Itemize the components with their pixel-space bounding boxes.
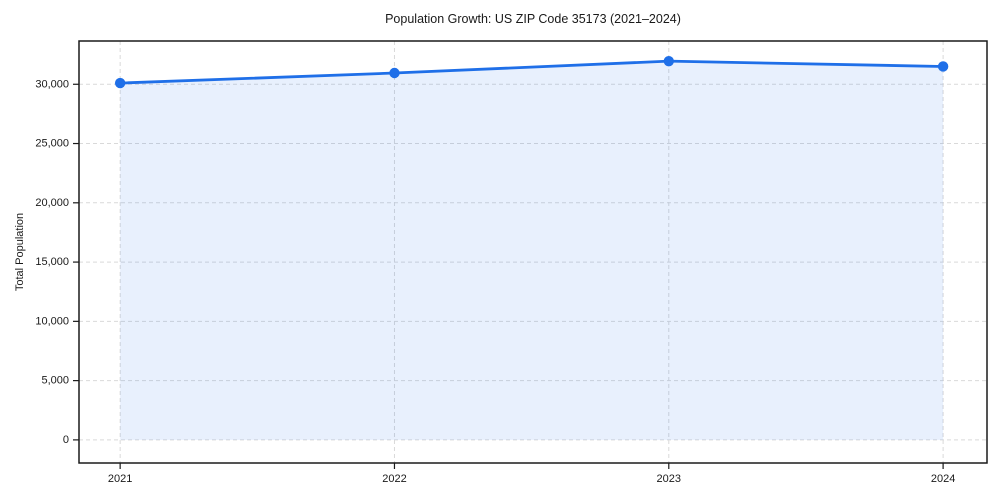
plot-border — [78, 40, 988, 464]
x-tick-label: 2023 — [657, 473, 681, 485]
x-tick-label: 2024 — [931, 473, 955, 485]
y-axis-label: Total Population — [14, 212, 26, 292]
data-point-2023 — [663, 55, 674, 67]
data-point-2021 — [114, 77, 126, 89]
y-tick-label: 15,000 — [35, 256, 69, 268]
y-tick-label: 10,000 — [35, 315, 69, 327]
y-tick-label: 5,000 — [41, 375, 69, 387]
y-tick-label: 0 — [63, 434, 69, 446]
area-fill — [120, 61, 944, 440]
chart-title: Population Growth: US ZIP Code 35173 (20… — [385, 12, 681, 26]
y-tick-label: 30,000 — [35, 78, 69, 90]
y-tick-label: 25,000 — [35, 138, 69, 150]
y-tick-label: 20,000 — [35, 197, 69, 209]
x-tick-label: 2021 — [108, 473, 132, 485]
data-point-2024 — [937, 61, 949, 72]
data-point-2022 — [389, 67, 400, 79]
x-tick-label: 2022 — [382, 473, 406, 485]
trend-line — [118, 59, 945, 85]
